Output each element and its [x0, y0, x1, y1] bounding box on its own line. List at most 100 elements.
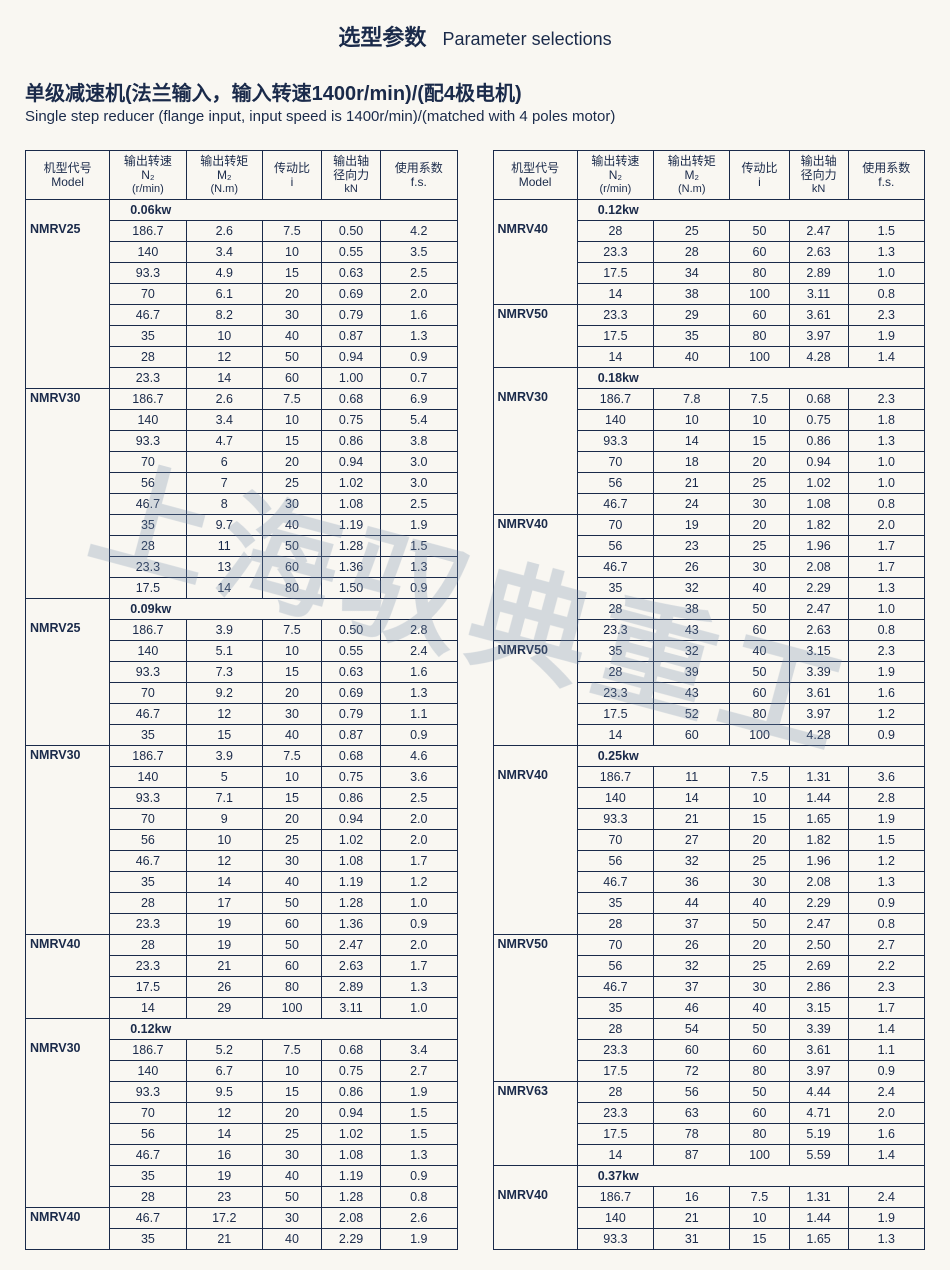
cell-m: 6.1 — [186, 283, 262, 304]
cell-n: 70 — [577, 829, 653, 850]
cell-n: 35 — [110, 871, 186, 892]
model-cell: NMRV30 — [26, 745, 110, 766]
model-cell-empty — [26, 1144, 110, 1165]
cell-m: 14 — [186, 577, 262, 598]
cell-n: 23.3 — [577, 682, 653, 703]
cell-m: 3.4 — [186, 241, 262, 262]
model-cell-empty — [493, 577, 577, 598]
cell-i: 15 — [730, 430, 789, 451]
cell-i: 80 — [730, 703, 789, 724]
cell-n: 35 — [577, 640, 653, 661]
cell-n: 46.7 — [110, 304, 186, 325]
cell-i: 25 — [730, 535, 789, 556]
cell-i: 7.5 — [262, 388, 321, 409]
power-label: 0.25kw — [577, 745, 924, 766]
cell-i: 60 — [730, 682, 789, 703]
table-row: 3546403.151.7 — [493, 997, 925, 1018]
cell-kn: 1.19 — [322, 1165, 381, 1186]
cell-n: 46.7 — [110, 493, 186, 514]
cell-n: 186.7 — [110, 1039, 186, 1060]
table-row: 0.25kw — [493, 745, 925, 766]
cell-n: 35 — [577, 577, 653, 598]
cell-m: 6.7 — [186, 1060, 262, 1081]
table-row: NMRV402819502.472.0 — [26, 934, 458, 955]
model-cell-empty — [26, 241, 110, 262]
cell-kn: 1.65 — [789, 808, 848, 829]
cell-fs: 0.9 — [848, 724, 924, 745]
table-row: 1403.4100.755.4 — [26, 409, 458, 430]
table-row: 93.34.7150.863.8 — [26, 430, 458, 451]
cell-fs: 2.5 — [381, 262, 457, 283]
cell-fs: 0.9 — [381, 913, 457, 934]
cell-n: 14 — [577, 283, 653, 304]
cell-fs: 4.2 — [381, 220, 457, 241]
model-cell-empty — [493, 535, 577, 556]
cell-n: 93.3 — [110, 262, 186, 283]
cell-m: 60 — [654, 724, 730, 745]
cell-i: 10 — [262, 409, 321, 430]
cell-n: 46.7 — [110, 850, 186, 871]
cell-i: 25 — [262, 829, 321, 850]
table-row: 3514401.191.2 — [26, 871, 458, 892]
cell-i: 25 — [262, 472, 321, 493]
table-row: 17.535803.971.9 — [493, 325, 925, 346]
model-cell-empty — [26, 850, 110, 871]
cell-fs: 2.2 — [848, 955, 924, 976]
cell-m: 28 — [654, 241, 730, 262]
model-cell-empty — [26, 1123, 110, 1144]
cell-i: 80 — [730, 1060, 789, 1081]
right-column: 机型代号Model输出转速N₂(r/min)输出转矩M₂(N.m)传动比i输出轴… — [493, 150, 926, 1250]
cell-fs: 1.2 — [848, 703, 924, 724]
cell-kn: 3.97 — [789, 703, 848, 724]
table-row: 2854503.391.4 — [493, 1018, 925, 1039]
table-row: NMRV30186.72.67.50.686.9 — [26, 388, 458, 409]
cell-kn: 0.87 — [322, 724, 381, 745]
table-row: 1403.4100.553.5 — [26, 241, 458, 262]
cell-kn: 1.96 — [789, 850, 848, 871]
cell-i: 40 — [262, 325, 321, 346]
cell-kn: 1.00 — [322, 367, 381, 388]
cell-kn: 0.68 — [322, 745, 381, 766]
cell-i: 7.5 — [262, 1039, 321, 1060]
table-row: 14291003.111.0 — [26, 997, 458, 1018]
cell-i: 30 — [262, 703, 321, 724]
left-table: 机型代号Model输出转速N₂(r/min)输出转矩M₂(N.m)传动比i输出轴… — [25, 150, 458, 1250]
cell-i: 10 — [730, 409, 789, 430]
cell-kn: 2.47 — [789, 913, 848, 934]
model-cell-empty — [493, 724, 577, 745]
model-cell-empty — [493, 430, 577, 451]
cell-kn: 0.50 — [322, 619, 381, 640]
model-cell-empty — [493, 913, 577, 934]
cell-i: 10 — [262, 241, 321, 262]
cell-fs: 1.9 — [381, 514, 457, 535]
cell-fs: 2.5 — [381, 493, 457, 514]
model-cell-empty — [493, 829, 577, 850]
cell-kn: 3.61 — [789, 304, 848, 325]
cell-m: 21 — [186, 955, 262, 976]
cell-n: 70 — [110, 1102, 186, 1123]
cell-fs: 1.6 — [381, 304, 457, 325]
model-cell-empty — [26, 640, 110, 661]
cell-i: 15 — [262, 661, 321, 682]
cell-kn: 4.28 — [789, 724, 848, 745]
cell-fs: 1.3 — [381, 1144, 457, 1165]
cell-n: 17.5 — [110, 577, 186, 598]
cell-i: 10 — [262, 640, 321, 661]
model-cell-empty — [26, 283, 110, 304]
cell-m: 11 — [654, 766, 730, 787]
cell-fs: 0.8 — [848, 283, 924, 304]
cell-fs: 1.3 — [381, 556, 457, 577]
cell-m: 7.1 — [186, 787, 262, 808]
cell-n: 140 — [110, 1060, 186, 1081]
cell-kn: 2.08 — [789, 556, 848, 577]
cell-kn: 3.97 — [789, 325, 848, 346]
cell-fs: 0.9 — [381, 577, 457, 598]
cell-m: 14 — [654, 430, 730, 451]
table-row: 0.06kw — [26, 199, 458, 220]
cell-kn: 1.08 — [322, 850, 381, 871]
table-row: 93.39.5150.861.9 — [26, 1081, 458, 1102]
cell-fs: 2.4 — [381, 640, 457, 661]
table-row: 46.78.2300.791.6 — [26, 304, 458, 325]
cell-m: 3.4 — [186, 409, 262, 430]
cell-fs: 1.2 — [381, 871, 457, 892]
